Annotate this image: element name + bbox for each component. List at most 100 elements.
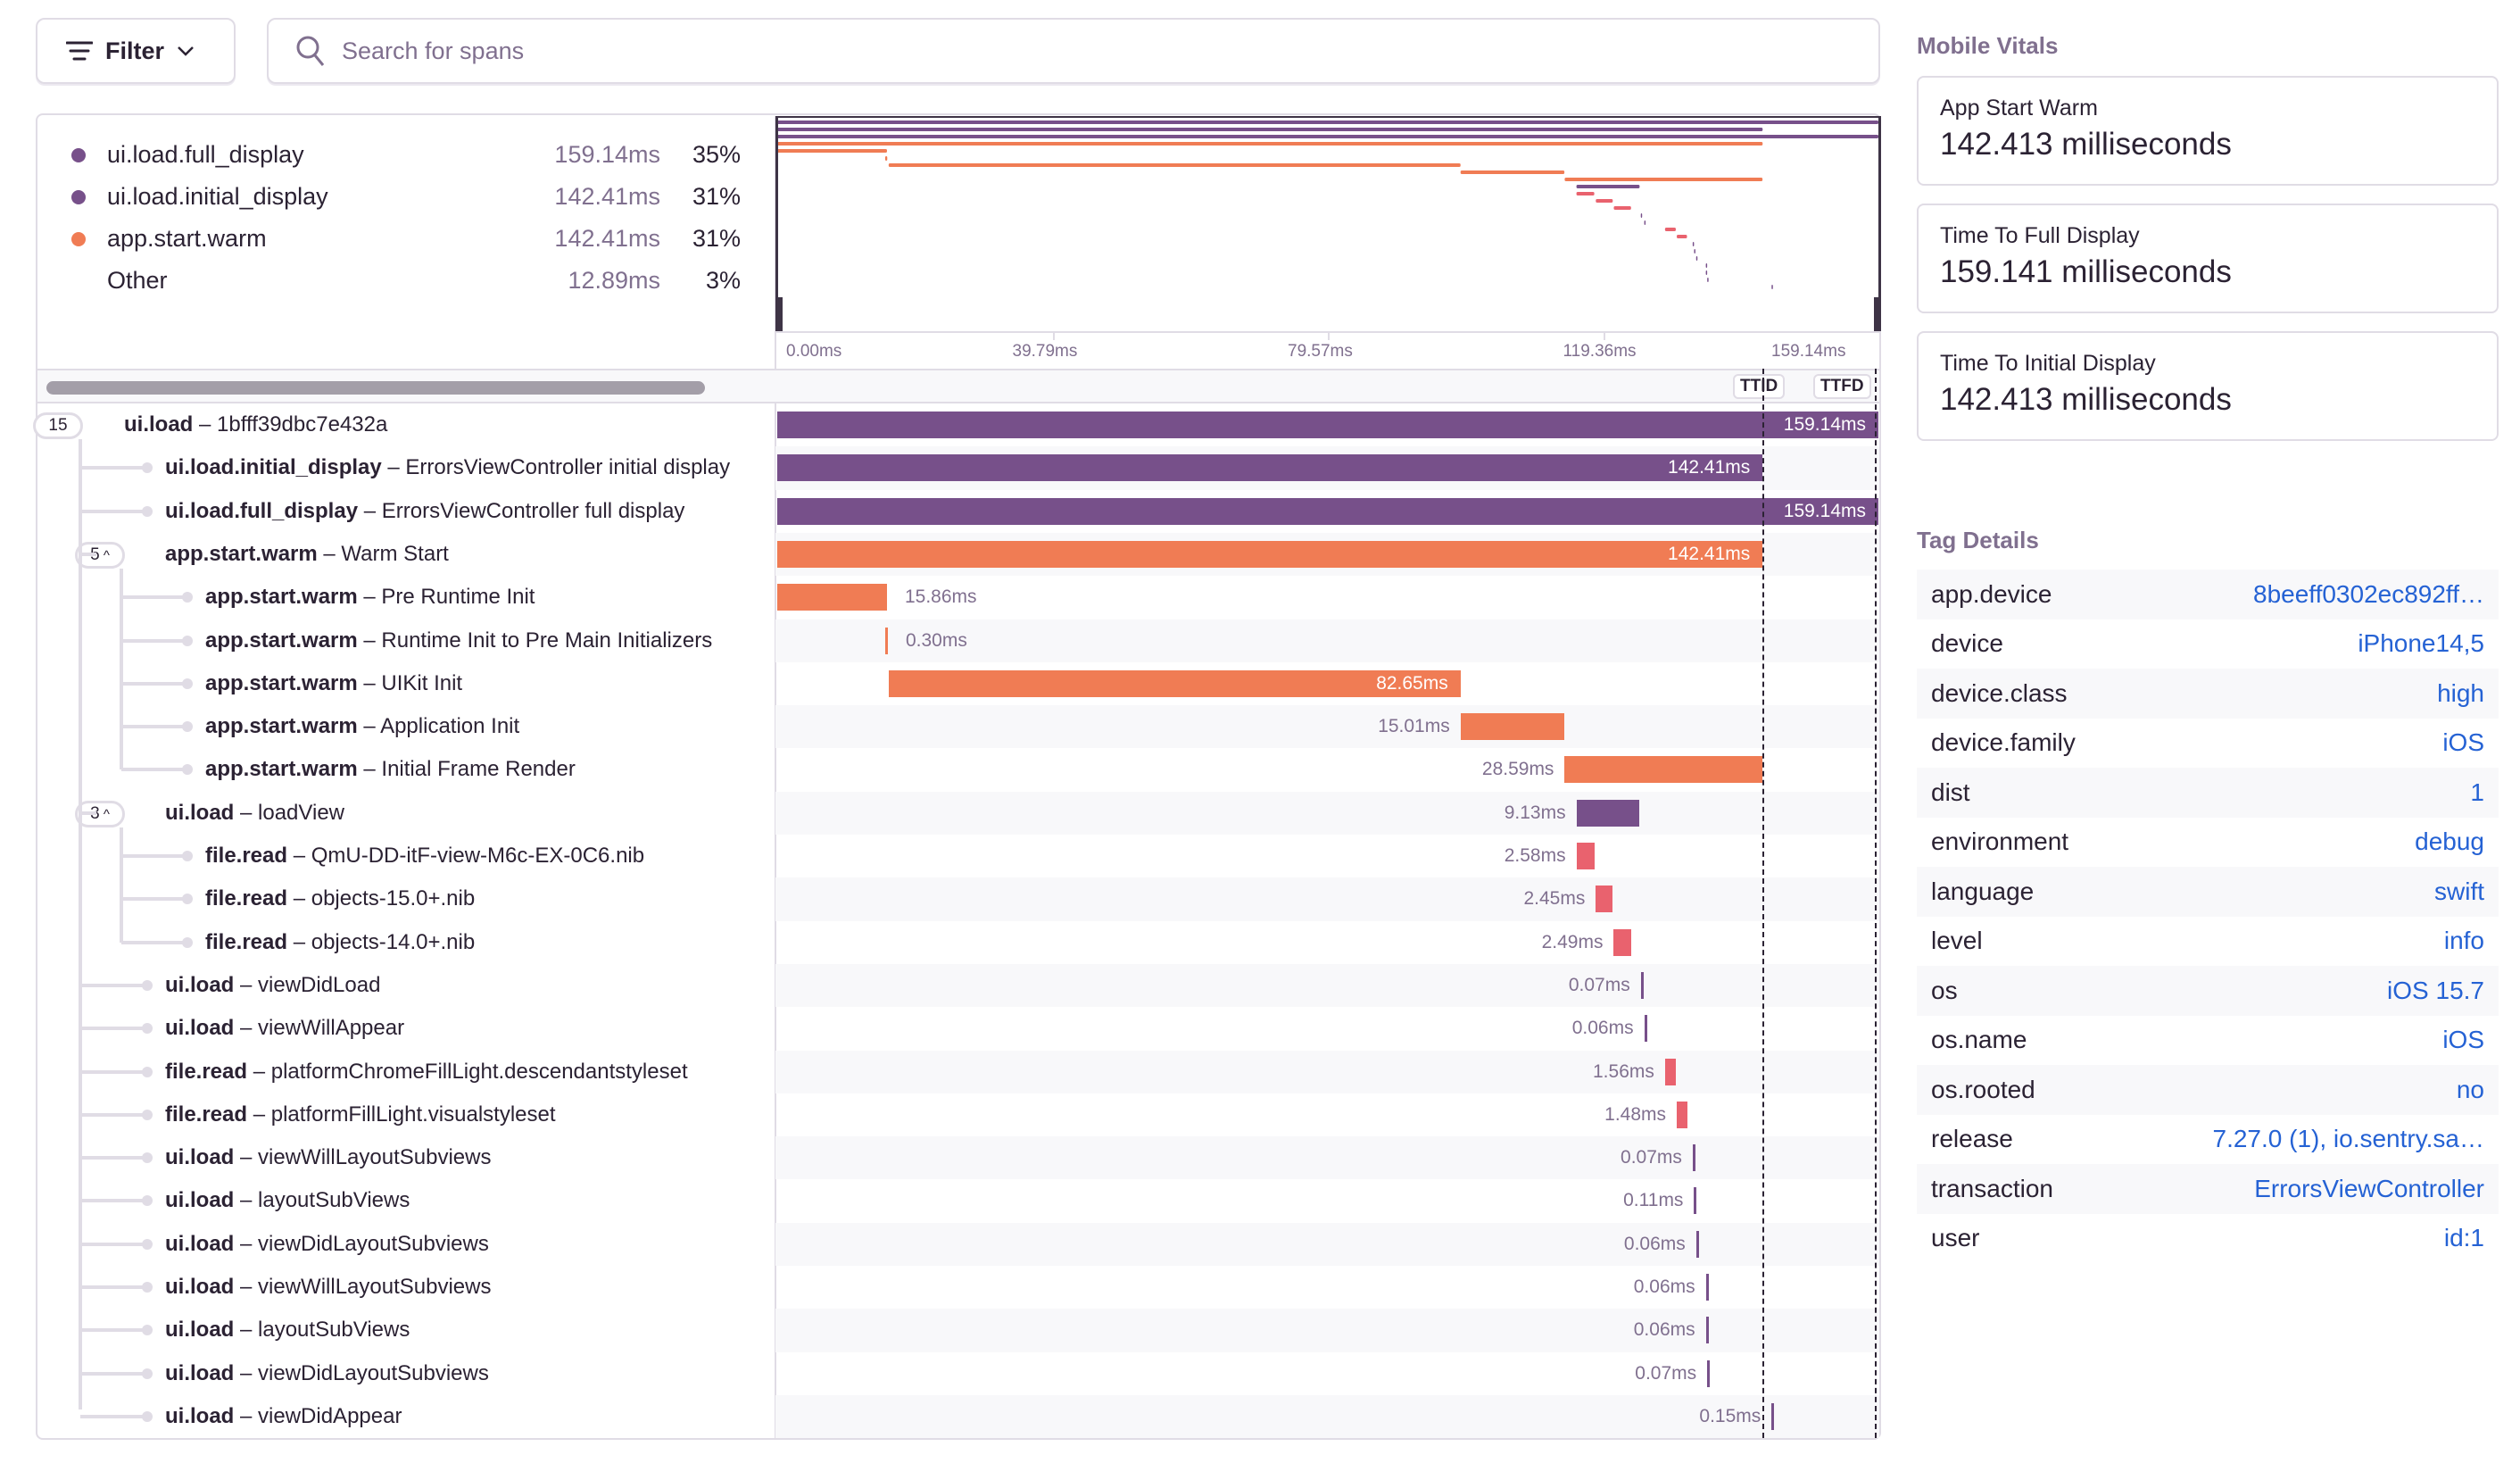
tree-node-dot — [182, 635, 193, 646]
span-bar[interactable] — [1771, 1402, 1775, 1430]
filter-button[interactable]: Filter — [36, 18, 236, 84]
span-row[interactable]: 159.14ms ui.load.full_display – ErrorsVie… — [37, 490, 1879, 533]
chevron-down-icon — [178, 46, 194, 56]
span-label: ui.load – viewDidLayoutSubviews — [165, 1360, 489, 1385]
span-op: ui.load — [165, 1360, 235, 1385]
span-duration: 0.07ms — [1568, 974, 1630, 995]
span-row[interactable]: 0.07ms ui.load – viewDidLayoutSubviews — [37, 1352, 1879, 1395]
span-duration: 0.06ms — [1633, 1276, 1695, 1297]
span-bar[interactable] — [1705, 1317, 1709, 1344]
span-bar[interactable] — [1640, 971, 1644, 999]
span-timeline: 0.07ms — [775, 1352, 1879, 1395]
span-row[interactable]: 0.11ms ui.load – layoutSubViews — [37, 1179, 1879, 1222]
tag-row: device.family iOS — [1917, 719, 2499, 769]
span-row[interactable]: 82.65ms app.start.warm – UIKit Init — [37, 662, 1879, 705]
span-op: app.start.warm — [205, 628, 358, 653]
ttid-marker[interactable]: TTID — [1733, 374, 1786, 399]
span-bar[interactable] — [884, 627, 888, 654]
legend-dot — [71, 274, 86, 288]
span-bar[interactable] — [1613, 928, 1631, 956]
span-bar[interactable] — [1692, 1144, 1695, 1172]
tag-value-link[interactable]: ErrorsViewController — [2254, 1174, 2484, 1202]
tag-value-link[interactable]: iPhone14,5 — [2358, 629, 2484, 658]
tag-value-link[interactable]: iOS — [2442, 728, 2484, 757]
tag-value-link[interactable]: 7.27.0 (1), io.sentry.sa… — [2212, 1125, 2485, 1153]
search-input[interactable]: Search for spans — [267, 18, 1880, 84]
tag-row: dist 1 — [1917, 768, 2499, 818]
span-op: ui.load.full_display — [165, 498, 359, 523]
span-bar[interactable] — [1695, 1230, 1699, 1258]
tree-connector — [80, 811, 96, 815]
span-row[interactable]: 159.14ms ui.load – 1bfff39dbc7e432a 15 — [33, 403, 1879, 446]
tag-value-link[interactable]: iOS — [2442, 1026, 2484, 1054]
minimap-drag-handle[interactable] — [775, 297, 783, 331]
span-op: file.read — [205, 844, 288, 868]
tag-value-link[interactable]: swift — [2434, 877, 2484, 905]
span-row[interactable]: 15.86ms app.start.warm – Pre Runtime Init — [37, 576, 1879, 619]
span-row[interactable]: 0.06ms ui.load – viewWillLayoutSubviews — [37, 1266, 1879, 1309]
vitals-title: Mobile Vitals — [1917, 32, 2059, 59]
span-row[interactable]: 0.07ms ui.load – viewDidLoad — [37, 963, 1879, 1008]
span-row[interactable]: 2.49ms file.read – objects-14.0+.nib — [37, 921, 1879, 964]
span-row[interactable]: 142.41ms ui.load.initial_display – Errors… — [37, 446, 1879, 490]
span-timeline: 0.15ms — [775, 1394, 1879, 1439]
span-duration: 2.45ms — [1523, 888, 1586, 910]
tree-node-dot — [142, 1368, 153, 1379]
tag-value-link[interactable]: 8beeff0302ec892ff… — [2253, 579, 2484, 608]
ttfd-marker[interactable]: TTFD — [1813, 374, 1871, 399]
span-op: app.start.warm — [205, 757, 358, 782]
span-bar[interactable] — [888, 669, 1461, 697]
tag-value-link[interactable]: id:1 — [2443, 1224, 2484, 1252]
collapse-toggle[interactable]: 15 — [33, 412, 83, 439]
span-row[interactable]: 0.06ms ui.load – layoutSubViews — [37, 1309, 1879, 1352]
span-timeline: 2.58ms — [775, 835, 1879, 877]
horizontal-scrollbar[interactable] — [46, 381, 705, 395]
tag-row: os.rooted no — [1917, 1065, 2499, 1115]
span-row[interactable]: 0.30ms app.start.warm – Runtime Init to P… — [37, 619, 1879, 662]
span-row[interactable]: 1.48ms file.read – platformFillLight.visu… — [37, 1093, 1879, 1136]
axis-tick-label: 39.79ms — [1012, 342, 1078, 361]
span-bar[interactable] — [777, 497, 1878, 525]
span-bar[interactable] — [777, 412, 1878, 438]
span-bar[interactable] — [1705, 1274, 1709, 1301]
span-bar[interactable] — [777, 584, 887, 611]
span-row[interactable]: 2.58ms file.read – QmU-DD-itF-view-M6c-EX… — [37, 835, 1879, 877]
tag-value-link[interactable]: debug — [2415, 827, 2484, 856]
span-timeline: 1.56ms — [775, 1050, 1879, 1093]
span-row[interactable]: 0.06ms ui.load – viewWillAppear — [37, 1007, 1879, 1050]
span-bar[interactable] — [1564, 756, 1763, 784]
minimap-span — [1695, 256, 1698, 261]
span-timeline: 2.45ms — [775, 877, 1879, 921]
span-row[interactable]: 0.15ms ui.load – viewDidAppear — [37, 1394, 1879, 1439]
span-row[interactable]: 28.59ms app.start.warm – Initial Frame Re… — [37, 748, 1879, 791]
span-bar[interactable] — [1576, 799, 1640, 827]
span-bar[interactable] — [1707, 1359, 1711, 1387]
span-bar[interactable] — [1576, 843, 1595, 869]
span-bar[interactable] — [1460, 713, 1565, 741]
span-bar[interactable] — [777, 540, 1763, 568]
span-op: ui.load — [124, 412, 194, 437]
tag-key: dist — [1931, 777, 1970, 806]
span-bar[interactable] — [1664, 1058, 1676, 1085]
span-bar[interactable] — [1677, 1101, 1687, 1128]
minimap[interactable] — [775, 116, 1881, 331]
span-bar[interactable] — [777, 454, 1763, 482]
tag-value-link[interactable]: high — [2437, 678, 2484, 707]
tag-value-link[interactable]: info — [2443, 927, 2484, 955]
minimap-drag-handle[interactable] — [1874, 297, 1881, 331]
span-description: Warm Start — [341, 541, 449, 566]
span-bar[interactable] — [1644, 1015, 1647, 1043]
span-row[interactable]: 15.01ms app.start.warm – Application Init — [37, 705, 1879, 749]
span-row[interactable]: 0.07ms ui.load – viewWillLayoutSubviews — [37, 1136, 1879, 1180]
span-row[interactable]: 0.06ms ui.load – viewDidLayoutSubviews — [37, 1222, 1879, 1266]
span-row[interactable]: 2.45ms file.read – objects-15.0+.nib — [37, 877, 1879, 921]
tag-value-link[interactable]: iOS 15.7 — [2387, 976, 2484, 1004]
span-row[interactable]: 1.56ms file.read – platformChromeFillLigh… — [37, 1050, 1879, 1093]
span-bar[interactable] — [1694, 1187, 1697, 1215]
span-bar[interactable] — [1596, 886, 1613, 913]
tree-line — [120, 827, 123, 943]
tag-value-link[interactable]: no — [2456, 1075, 2484, 1103]
tag-value-link[interactable]: 1 — [2470, 777, 2484, 806]
